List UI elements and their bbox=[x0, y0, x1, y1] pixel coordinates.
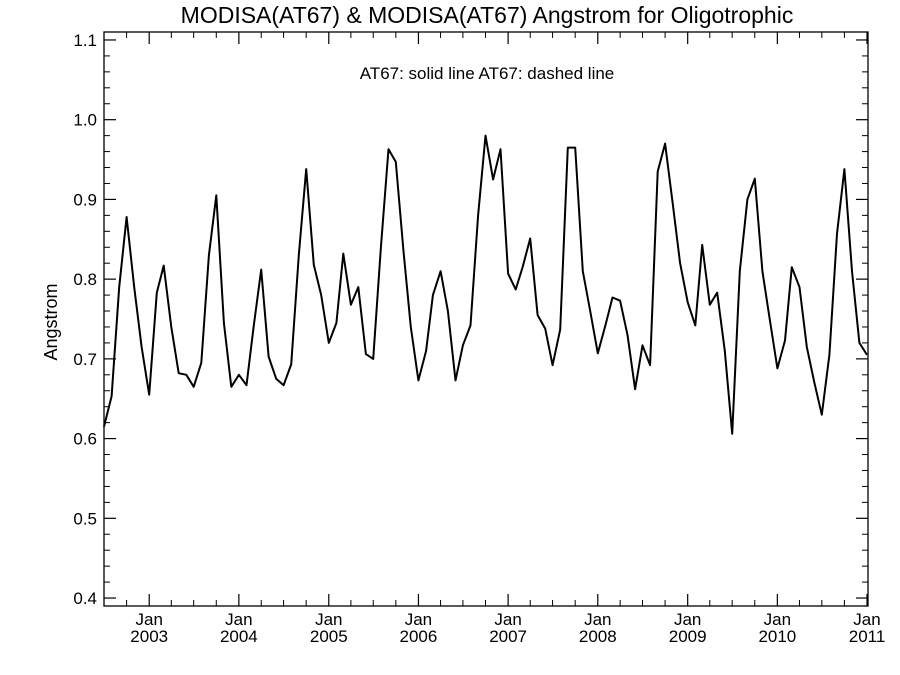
x-tick-year-label: 2005 bbox=[310, 627, 348, 646]
x-tick-year-label: 2003 bbox=[130, 627, 168, 646]
y-tick-label: 1.0 bbox=[73, 111, 97, 130]
y-tick-label: 0.4 bbox=[73, 589, 97, 608]
x-tick-month-label: Jan bbox=[315, 610, 342, 629]
x-tick-year-label: 2006 bbox=[400, 627, 438, 646]
y-tick-label: 0.6 bbox=[73, 430, 97, 449]
x-tick-year-label: 2004 bbox=[220, 627, 258, 646]
chart-annotation: AT67: solid line AT67: dashed line bbox=[360, 64, 615, 83]
y-axis: 0.4 0.5 0.6 0.7 0.8 0.9 1.0 1.1 bbox=[73, 31, 868, 608]
x-tick-year-label: 2010 bbox=[758, 627, 796, 646]
x-axis: Jan2003Jan2004Jan2005Jan2006Jan2007Jan20… bbox=[103, 32, 886, 646]
y-tick-label: 0.9 bbox=[73, 190, 97, 209]
x-tick-month-label: Jan bbox=[764, 610, 791, 629]
x-tick-month-label: Jan bbox=[494, 610, 521, 629]
x-tick-month-label: Jan bbox=[135, 610, 162, 629]
x-tick-month-label: Jan bbox=[853, 610, 880, 629]
x-tick-month-label: Jan bbox=[584, 610, 611, 629]
y-axis-label: Angstrom bbox=[41, 283, 61, 360]
x-tick-month-label: Jan bbox=[405, 610, 432, 629]
x-tick-month-label: Jan bbox=[674, 610, 701, 629]
x-tick-year-label: 2008 bbox=[579, 627, 617, 646]
x-tick-year-label: 2007 bbox=[489, 627, 527, 646]
x-tick-year-label: 2011 bbox=[849, 627, 886, 646]
y-tick-label: 0.8 bbox=[73, 270, 97, 289]
y-tick-label: 0.7 bbox=[73, 350, 97, 369]
chart-title: MODISA(AT67) & MODISA(AT67) Angstrom for… bbox=[181, 2, 794, 28]
plot-frame bbox=[103, 31, 869, 607]
series-group bbox=[103, 134, 868, 435]
series-line bbox=[103, 134, 868, 435]
x-tick-month-label: Jan bbox=[225, 610, 252, 629]
x-tick-year-label: 2009 bbox=[669, 627, 707, 646]
y-tick-label: 1.1 bbox=[73, 31, 97, 50]
y-tick-label: 0.5 bbox=[73, 509, 97, 528]
